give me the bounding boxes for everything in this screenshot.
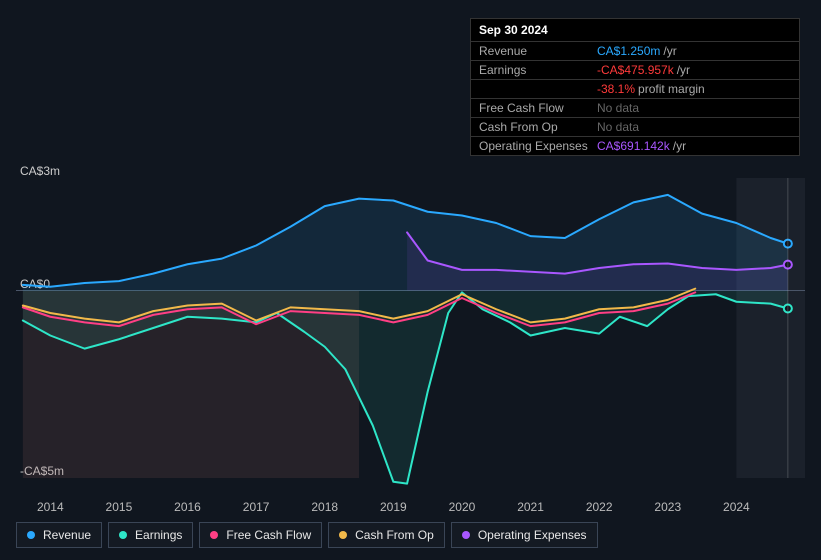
chart-legend: Revenue Earnings Free Cash Flow Cash From O… xyxy=(16,522,598,548)
x-axis-label: 2024 xyxy=(723,500,750,514)
tooltip-value: No data xyxy=(597,101,791,115)
legend-dot-icon xyxy=(339,531,347,539)
legend-label: Cash From Op xyxy=(355,528,434,542)
x-axis-label: 2016 xyxy=(174,500,201,514)
tooltip-row: Operating ExpensesCA$691.142k/yr xyxy=(471,137,799,155)
legend-dot-icon xyxy=(119,531,127,539)
x-axis-label: 2020 xyxy=(449,500,476,514)
tooltip-label: Cash From Op xyxy=(479,120,597,134)
legend-label: Earnings xyxy=(135,528,182,542)
tooltip-value: No data xyxy=(597,120,791,134)
legend-label: Operating Expenses xyxy=(478,528,587,542)
legend-item-opex[interactable]: Operating Expenses xyxy=(451,522,598,548)
tooltip-row: -38.1%profit margin xyxy=(471,80,799,99)
legend-item-cfo[interactable]: Cash From Op xyxy=(328,522,445,548)
legend-item-revenue[interactable]: Revenue xyxy=(16,522,102,548)
tooltip-row: Free Cash FlowNo data xyxy=(471,99,799,118)
tooltip-value: CA$691.142k/yr xyxy=(597,139,791,153)
legend-dot-icon xyxy=(210,531,218,539)
tooltip-date: Sep 30 2024 xyxy=(471,19,799,42)
legend-dot-icon xyxy=(462,531,470,539)
tooltip-label: Revenue xyxy=(479,44,597,58)
tooltip-label: Operating Expenses xyxy=(479,139,597,153)
legend-dot-icon xyxy=(27,531,35,539)
x-axis-label: 2014 xyxy=(37,500,64,514)
legend-label: Revenue xyxy=(43,528,91,542)
legend-item-earnings[interactable]: Earnings xyxy=(108,522,193,548)
x-axis-label: 2023 xyxy=(654,500,681,514)
legend-label: Free Cash Flow xyxy=(226,528,311,542)
tooltip-value: -CA$475.957k/yr xyxy=(597,63,791,77)
tooltip-label: Earnings xyxy=(479,63,597,77)
x-axis: 2014 2015 2016 2017 2018 2019 2020 2021 2022 2023… xyxy=(16,500,805,516)
x-axis-label: 2017 xyxy=(243,500,270,514)
x-axis-label: 2015 xyxy=(106,500,133,514)
x-axis-label: 2021 xyxy=(517,500,544,514)
tooltip-value: CA$1.250m/yr xyxy=(597,44,791,58)
tooltip-label: Free Cash Flow xyxy=(479,101,597,115)
x-axis-label: 2019 xyxy=(380,500,407,514)
x-axis-label: 2022 xyxy=(586,500,613,514)
tooltip-row: RevenueCA$1.250m/yr xyxy=(471,42,799,61)
tooltip-row: Earnings-CA$475.957k/yr xyxy=(471,61,799,80)
chart-tooltip: Sep 30 2024 RevenueCA$1.250m/yrEarnings-… xyxy=(470,18,800,156)
legend-item-fcf[interactable]: Free Cash Flow xyxy=(199,522,322,548)
x-axis-label: 2018 xyxy=(311,500,338,514)
tooltip-row: Cash From OpNo data xyxy=(471,118,799,137)
